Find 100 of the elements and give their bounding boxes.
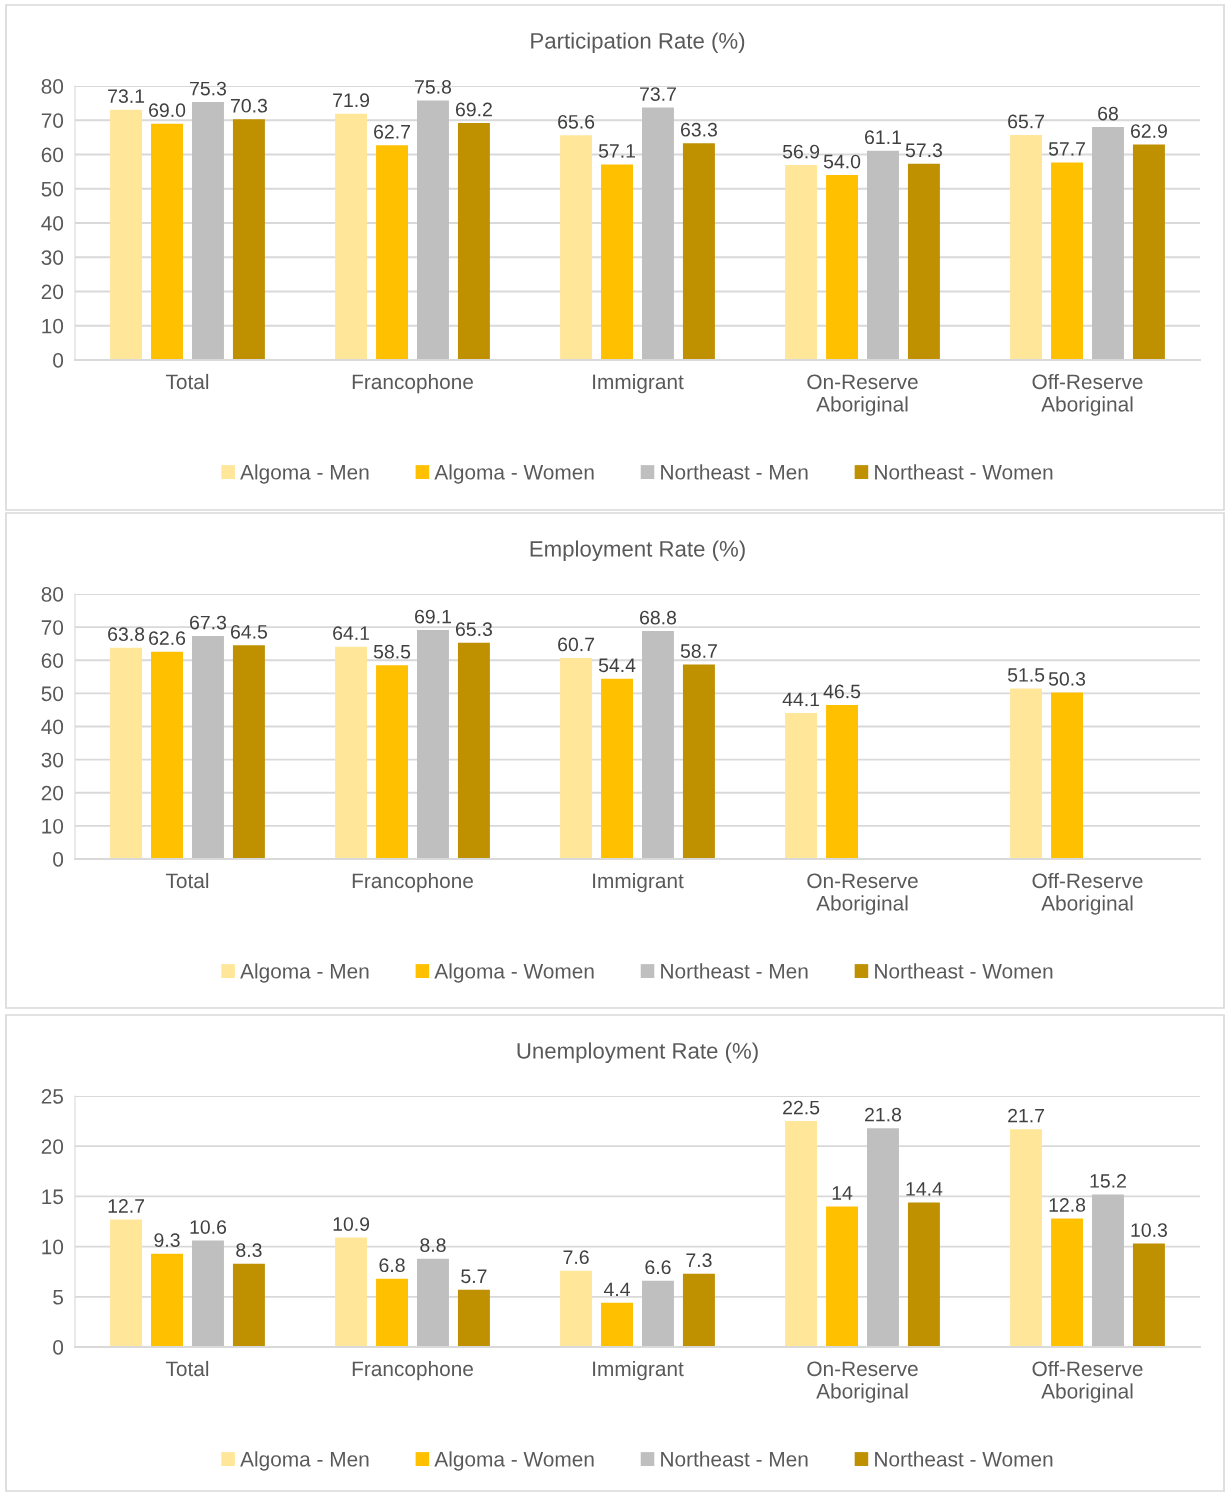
data-label: 22.5: [783, 1100, 820, 1115]
bar: [376, 665, 408, 859]
bar: [601, 164, 633, 360]
bar: [1051, 692, 1083, 859]
bar: [1010, 688, 1043, 859]
legend-label: Algoma - Women: [434, 1451, 594, 1471]
bar: [417, 630, 449, 859]
legend-label: Algoma - Women: [434, 464, 594, 484]
bar: [642, 107, 674, 360]
data-label: 71.9: [333, 93, 370, 108]
data-label: 5.7: [461, 1269, 487, 1284]
bar: [192, 102, 224, 360]
x-tick-label: On-Reserve Aboriginal: [807, 1361, 918, 1403]
data-label: 6.8: [379, 1258, 405, 1273]
data-label: 7.6: [563, 1250, 589, 1265]
data-label: 65.7: [1008, 114, 1045, 129]
data-label: 15.2: [1090, 1174, 1126, 1188]
bar: [826, 1206, 858, 1347]
bar: [867, 150, 899, 360]
bar: [232, 1263, 265, 1347]
data-label: 6.6: [645, 1260, 671, 1275]
x-tick-label: Off-Reserve Aboriginal: [1032, 872, 1143, 915]
data-label: 4.4: [603, 1282, 630, 1297]
bar: [151, 1253, 183, 1347]
x-tick-label: Immigrant: [593, 872, 684, 893]
data-label: 63.3: [680, 122, 717, 137]
y-tick-label: 10: [42, 1239, 64, 1255]
data-label: 57.1: [598, 144, 635, 158]
data-label: 8.3: [236, 1243, 262, 1258]
data-label: 69.2: [455, 102, 492, 117]
bar: [560, 1270, 593, 1347]
data-label: 21.7: [1008, 1108, 1045, 1123]
data-label: 58.5: [373, 644, 411, 659]
bar: [682, 664, 715, 859]
bar: [151, 123, 183, 360]
bar: [1092, 1194, 1124, 1347]
bar: [826, 704, 858, 859]
x-tick-label: Off-Reserve Aboriginal: [1032, 1360, 1143, 1403]
data-label: 69.1: [415, 609, 451, 624]
bar: [785, 165, 818, 360]
bar: [335, 1237, 368, 1347]
y-tick-label: 60: [41, 147, 64, 163]
bar: [1132, 1243, 1165, 1347]
legend-label: Northeast - Women: [875, 1451, 1053, 1467]
legend-label: Algoma - Women: [434, 963, 594, 983]
bar: [151, 651, 183, 859]
y-tick-label: 40: [41, 719, 64, 735]
y-tick-label: 40: [41, 216, 64, 231]
data-label: 12.8: [1049, 1198, 1086, 1212]
y-tick-label: 80: [41, 587, 64, 602]
data-label: 8.8: [420, 1238, 446, 1253]
bar: [1092, 127, 1124, 360]
bar: [601, 678, 633, 859]
data-label: 64.5: [230, 624, 268, 639]
data-label: 21.8: [865, 1107, 902, 1122]
bar: [457, 122, 490, 360]
bar: [192, 1240, 224, 1347]
y-tick-label: 10: [42, 318, 64, 334]
data-label: 68.8: [640, 610, 677, 625]
bar: [785, 712, 818, 859]
chart-title: Unemployment Rate (%): [517, 1042, 758, 1064]
x-tick-label: On-Reserve Aboriginal: [807, 374, 918, 416]
data-label: 61.1: [865, 130, 901, 145]
bar: [110, 647, 143, 859]
y-tick-label: 60: [41, 653, 64, 668]
y-tick-label: 0: [53, 1340, 64, 1355]
x-tick-label: Total: [165, 1360, 209, 1377]
bar: [417, 100, 449, 360]
data-label: 50.3: [1048, 671, 1086, 686]
y-tick-label: 20: [41, 284, 64, 300]
y-tick-label: 50: [41, 181, 64, 197]
data-label: 64.1: [333, 626, 370, 641]
bar: [826, 175, 858, 360]
data-label: 62.6: [149, 631, 186, 646]
bar: [907, 1202, 940, 1347]
legend-label: Northeast - Women: [875, 963, 1053, 979]
bar: [110, 1219, 143, 1347]
x-tick-label: On-Reserve Aboriginal: [807, 873, 918, 915]
bar: [682, 1273, 715, 1347]
x-tick-label: Francophone: [352, 1360, 473, 1381]
data-label: 58.7: [680, 644, 717, 658]
x-tick-label: Total: [165, 872, 209, 889]
y-tick-label: 70: [41, 113, 64, 128]
bar: [457, 642, 490, 859]
data-label: 62.7: [374, 124, 410, 139]
data-label: 54.0: [823, 154, 861, 169]
bar: [642, 1280, 674, 1347]
x-tick-label: Immigrant: [593, 1360, 684, 1381]
data-label: 51.5: [1007, 668, 1045, 682]
bar: [601, 1302, 633, 1347]
data-label: 54.4: [598, 658, 636, 673]
chart-title: Participation Rate (%): [531, 32, 745, 54]
bar: [335, 646, 368, 859]
x-tick-label: Francophone: [352, 373, 473, 394]
y-tick-label: 15: [42, 1189, 64, 1205]
y-tick-label: 50: [41, 686, 64, 702]
y-tick-label: 0: [53, 852, 64, 867]
data-label: 56.9: [782, 144, 820, 159]
bar: [232, 119, 265, 360]
y-tick-label: 70: [41, 620, 64, 635]
